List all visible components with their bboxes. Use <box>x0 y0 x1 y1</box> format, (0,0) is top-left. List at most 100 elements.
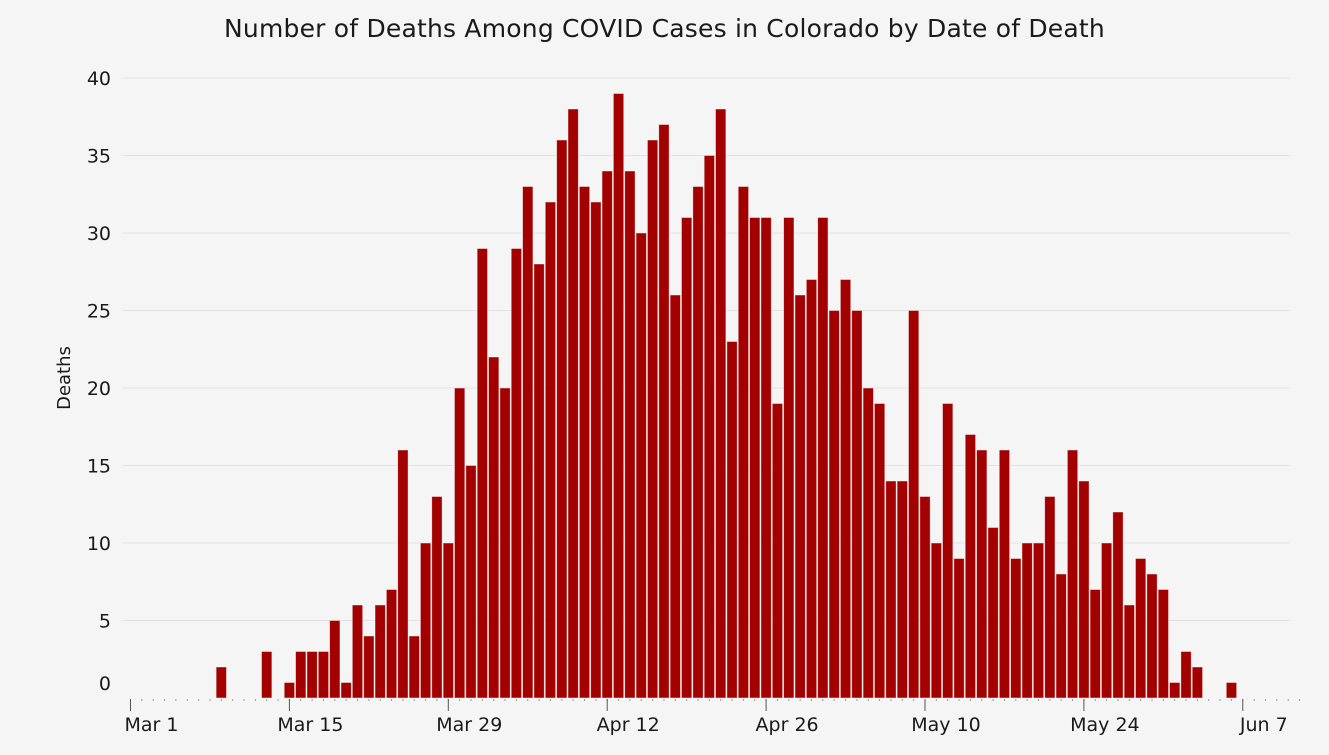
x-axis: Mar 1 Mar 15 Mar 29 Apr 12 Apr 26 May 10 May 2… <box>125 699 1301 736</box>
bar-2020-05-01 <box>817 217 829 699</box>
bar-2020-03-23 <box>374 604 386 699</box>
bar-2020-04-29 <box>794 294 806 699</box>
bar-2020-03-19 <box>329 620 341 699</box>
bar-2020-05-04 <box>851 310 863 699</box>
bar-2020-03-31 <box>465 465 477 699</box>
bar-2020-05-22 <box>1055 573 1067 699</box>
x-tick-label: Mar 29 <box>436 714 502 736</box>
bar-2020-04-18 <box>669 294 681 699</box>
bar-2020-04-06 <box>533 263 545 699</box>
bar-2020-05-30 <box>1146 573 1158 699</box>
chart-title: Number of Deaths Among COVID Cases in Co… <box>224 14 1105 43</box>
y-tick-label-5: 5 <box>99 611 111 633</box>
bar-2020-06-06 <box>1225 682 1238 699</box>
bar-2020-04-22 <box>715 108 727 699</box>
bar-2020-04-17 <box>658 124 670 699</box>
bar-2020-03-25 <box>397 449 409 699</box>
x-tick-label: Jun 7 <box>1239 714 1288 736</box>
bar-2020-04-23 <box>726 341 738 699</box>
bar-2020-05-18 <box>1010 558 1022 699</box>
y-tick-label-40: 40 <box>87 68 111 90</box>
x-tick-label: Mar 15 <box>277 714 343 736</box>
bar-2020-04-14 <box>624 170 636 699</box>
y-tick-label-25: 25 <box>87 301 111 323</box>
bar-2020-04-01 <box>476 248 488 699</box>
bar-2020-05-12 <box>942 403 954 699</box>
bar-2020-06-02 <box>1180 651 1192 699</box>
bar-2020-04-27 <box>771 403 784 699</box>
y-axis-label: Deaths <box>54 346 75 410</box>
bar-2020-03-24 <box>385 589 398 699</box>
bar-2020-05-09 <box>908 310 920 699</box>
bar-2020-04-21 <box>703 155 715 699</box>
bar-2020-03-30 <box>454 387 466 699</box>
bar-2020-05-21 <box>1044 496 1056 699</box>
bar-2020-04-04 <box>510 248 522 699</box>
bar-2020-05-17 <box>998 449 1011 699</box>
bar-2020-05-20 <box>1032 542 1045 699</box>
bar-2020-05-26 <box>1101 542 1113 699</box>
bar-2020-05-11 <box>930 542 942 699</box>
x-tick-label: Mar 1 <box>125 714 179 736</box>
bar-2020-03-21 <box>351 604 364 699</box>
bar-2020-04-24 <box>737 186 749 699</box>
bar-2020-06-01 <box>1169 682 1181 699</box>
bar-2020-04-05 <box>522 186 534 699</box>
bar-2020-04-11 <box>590 201 602 699</box>
bar-2020-06-03 <box>1191 666 1203 699</box>
bar-2020-03-26 <box>408 635 420 699</box>
bar-2020-04-03 <box>499 387 511 699</box>
bar-2020-05-07 <box>885 480 897 699</box>
bar-2020-05-02 <box>828 310 840 699</box>
bar-2020-05-14 <box>964 434 976 699</box>
bar-series <box>215 93 1238 699</box>
bar-2020-05-27 <box>1112 511 1124 699</box>
bar-2020-03-13 <box>261 651 273 699</box>
bar-2020-04-02 <box>488 356 500 699</box>
bar-2020-04-30 <box>805 279 818 699</box>
bar-2020-03-28 <box>431 496 443 699</box>
bar-2020-05-08 <box>896 480 908 699</box>
bar-2020-03-20 <box>340 682 352 699</box>
bar-2020-05-23 <box>1066 449 1079 699</box>
x-tick-label: Apr 12 <box>597 714 660 736</box>
bar-2020-03-22 <box>363 635 375 699</box>
y-axis: 0 5 10 15 20 25 30 35 40 <box>87 68 111 695</box>
bar-2020-05-29 <box>1135 558 1147 699</box>
bar-2020-05-28 <box>1123 604 1135 699</box>
bar-2020-03-29 <box>442 542 454 699</box>
y-tick-label-20: 20 <box>87 378 111 400</box>
bar-2020-05-13 <box>953 558 965 699</box>
bar-2020-05-05 <box>862 387 874 699</box>
bar-2020-04-07 <box>544 201 557 699</box>
y-tick-label-0: 0 <box>99 673 111 695</box>
bar-2020-03-18 <box>317 651 330 699</box>
bar-2020-05-19 <box>1021 542 1033 699</box>
bar-2020-04-10 <box>578 186 591 699</box>
bar-2020-05-15 <box>976 449 988 699</box>
bar-2020-03-27 <box>420 542 432 699</box>
bar-2020-05-06 <box>874 403 886 699</box>
bar-2020-05-16 <box>987 527 999 699</box>
bar-2020-04-20 <box>692 186 704 699</box>
bar-2020-04-09 <box>567 108 579 699</box>
bar-2020-03-17 <box>306 651 318 699</box>
x-tick-label: May 10 <box>911 714 981 736</box>
bar-2020-05-31 <box>1157 589 1169 699</box>
bar-2020-04-15 <box>635 232 647 699</box>
bar-2020-05-25 <box>1089 589 1101 699</box>
bar-2020-03-16 <box>295 651 307 699</box>
bar-2020-04-08 <box>556 139 568 699</box>
y-tick-label-30: 30 <box>87 223 111 245</box>
x-tick-label: Apr 26 <box>756 714 819 736</box>
bar-2020-04-19 <box>681 217 693 699</box>
bar-2020-03-09 <box>215 666 227 699</box>
bar-2020-04-28 <box>783 217 795 699</box>
y-tick-label-35: 35 <box>87 146 111 168</box>
bar-2020-05-24 <box>1078 480 1090 699</box>
bar-2020-04-12 <box>601 170 613 699</box>
bar-2020-04-13 <box>612 93 625 699</box>
bar-2020-04-16 <box>647 139 659 699</box>
